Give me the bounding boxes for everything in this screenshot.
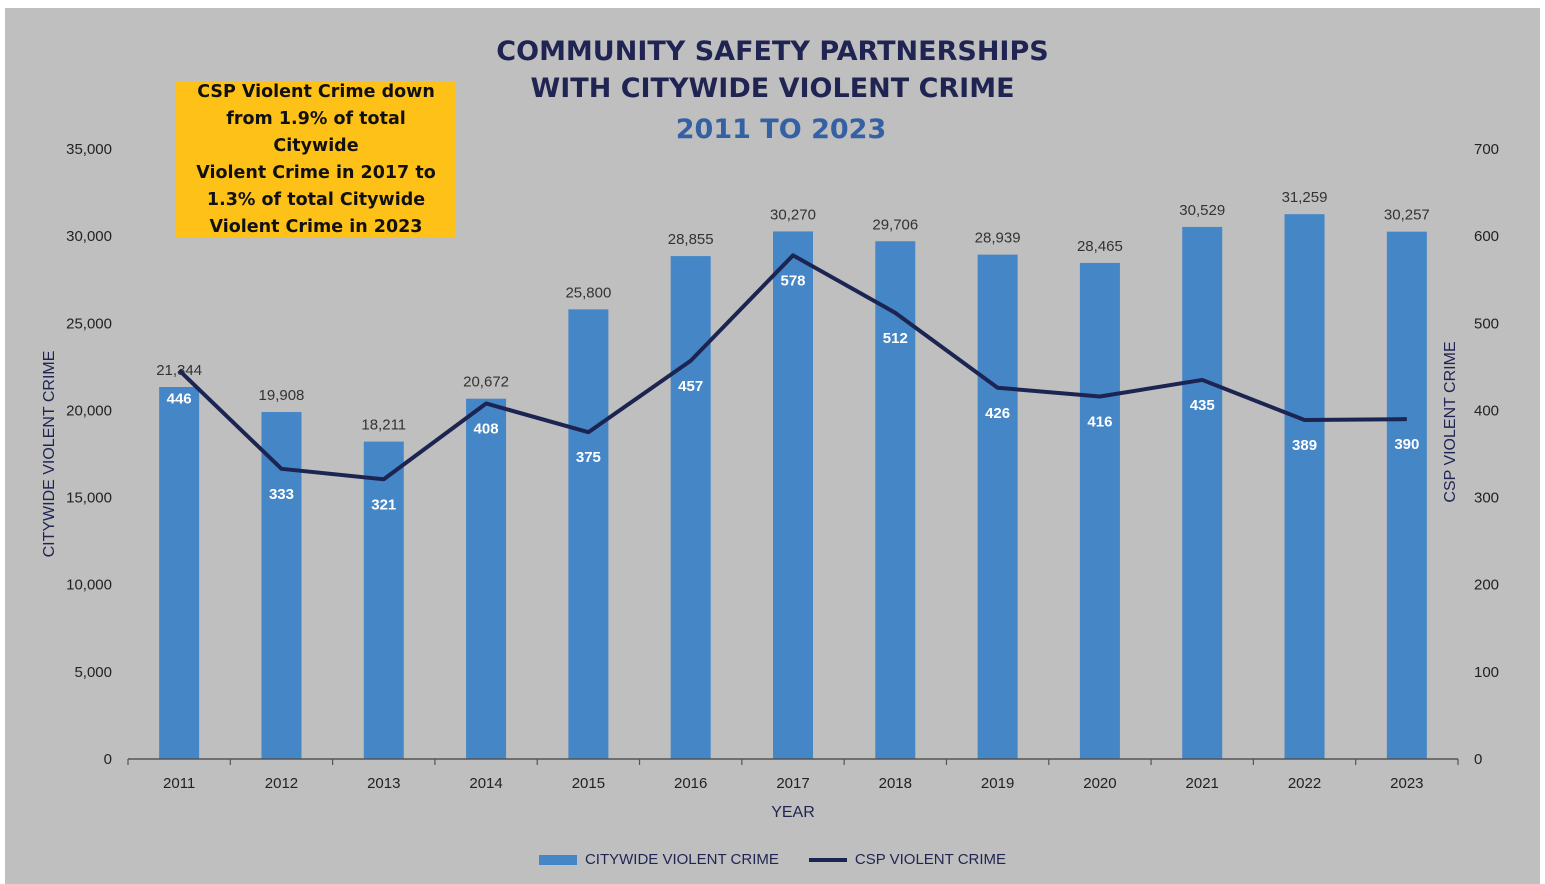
x-tick-label: 2011	[163, 775, 195, 792]
y-right-axis-title: CSP VIOLENT CRIME	[1442, 341, 1459, 502]
bar-value-label: 25,800	[565, 284, 611, 301]
bar-2022	[1284, 214, 1325, 759]
y-right-tick-label: 0	[1474, 751, 1482, 768]
bar-value-label: 30,257	[1384, 207, 1430, 224]
bar-value-label: 30,270	[770, 206, 816, 223]
y-left-tick-label: 35,000	[66, 141, 112, 158]
x-tick-label: 2014	[469, 775, 502, 792]
y-right-tick-label: 300	[1474, 490, 1499, 507]
bar-2020	[1079, 262, 1120, 759]
legend: CITYWIDE VIOLENT CRIME CSP VIOLENT CRIME	[0, 851, 1545, 868]
line-value-label: 435	[1190, 397, 1215, 414]
callout-box: CSP Violent Crime down from 1.9% of tota…	[176, 82, 456, 237]
y-right-tick-label: 200	[1474, 577, 1499, 594]
bar-value-label: 28,855	[668, 231, 714, 248]
line-value-label: 321	[371, 496, 396, 513]
line-value-label: 426	[985, 405, 1010, 422]
bar-2013	[363, 441, 404, 759]
bar-2019	[977, 254, 1018, 759]
callout-text: CSP Violent Crime down from 1.9% of tota…	[196, 81, 436, 237]
legend-item-csp: CSP VIOLENT CRIME	[808, 851, 1007, 868]
bar-value-label: 19,908	[259, 387, 305, 404]
bar-value-label: 29,706	[872, 216, 918, 233]
line-value-label: 512	[883, 330, 908, 347]
y-right-tick-label: 700	[1474, 141, 1499, 158]
bar-2015	[568, 309, 609, 759]
bar-2021	[1182, 226, 1223, 759]
x-tick-label: 2016	[674, 775, 707, 792]
bar-value-label: 18,211	[361, 417, 406, 434]
chart-subtitle: 2011 TO 2023	[675, 114, 887, 145]
line-value-label: 375	[576, 449, 601, 466]
line-value-label: 416	[1087, 413, 1112, 430]
legend-swatch-line	[808, 857, 847, 862]
bar-2016	[670, 256, 711, 759]
bar-value-label: 20,672	[463, 374, 509, 391]
x-tick-label: 2017	[776, 775, 809, 792]
line-value-label: 333	[269, 486, 294, 503]
y-right-tick-label: 100	[1474, 664, 1499, 681]
legend-item-citywide: CITYWIDE VIOLENT CRIME	[538, 851, 779, 868]
y-left-axis-title: CITYWIDE VIOLENT CRIME	[41, 351, 58, 558]
bar-value-label: 28,465	[1077, 238, 1123, 255]
line-value-label: 457	[678, 378, 703, 395]
line-value-label: 446	[167, 390, 192, 407]
y-right-tick-label: 500	[1474, 315, 1499, 332]
x-tick-label: 2018	[879, 775, 912, 792]
x-tick-label: 2012	[265, 775, 298, 792]
x-tick-label: 2022	[1288, 775, 1321, 792]
y-right-tick-label: 600	[1474, 228, 1499, 245]
line-value-label: 408	[474, 420, 499, 437]
line-value-label: 578	[780, 272, 805, 289]
legend-label-citywide: CITYWIDE VIOLENT CRIME	[584, 851, 779, 868]
y-left-tick-label: 30,000	[66, 228, 112, 245]
bar-value-label: 31,259	[1282, 189, 1328, 206]
x-tick-label: 2020	[1083, 775, 1116, 792]
bar-2017	[773, 231, 813, 760]
bar-value-label: 30,529	[1179, 202, 1225, 219]
y-left-tick-label: 20,000	[66, 402, 112, 419]
x-tick-label: 2015	[572, 775, 605, 792]
x-tick-label: 2013	[367, 775, 400, 792]
bar-2014	[466, 398, 507, 759]
chart-title-line1: COMMUNITY SAFETY PARTNERSHIPS	[496, 36, 1049, 67]
line-value-label: 389	[1292, 437, 1317, 454]
line-value-label: 390	[1394, 436, 1419, 453]
x-axis-title: YEAR	[771, 804, 815, 821]
y-left-tick-label: 25,000	[66, 315, 112, 332]
bar-2012	[261, 412, 302, 759]
bar-value-label: 28,939	[975, 230, 1021, 247]
y-left-tick-label: 0	[104, 751, 112, 768]
bar-2011	[159, 387, 200, 759]
x-tick-label: 2021	[1186, 775, 1219, 792]
y-right-tick-label: 400	[1474, 402, 1499, 419]
chart-title-line2: WITH CITYWIDE VIOLENT CRIME	[530, 73, 1015, 104]
y-left-tick-label: 15,000	[66, 490, 112, 507]
legend-swatch-bar	[538, 854, 577, 865]
y-left-tick-label: 5,000	[74, 664, 112, 681]
legend-label-csp: CSP VIOLENT CRIME	[854, 851, 1007, 868]
y-left-tick-label: 10,000	[66, 577, 112, 594]
bar-2023	[1386, 231, 1427, 760]
x-tick-label: 2023	[1390, 775, 1423, 792]
bar-2018	[875, 241, 916, 760]
x-tick-label: 2019	[981, 775, 1014, 792]
